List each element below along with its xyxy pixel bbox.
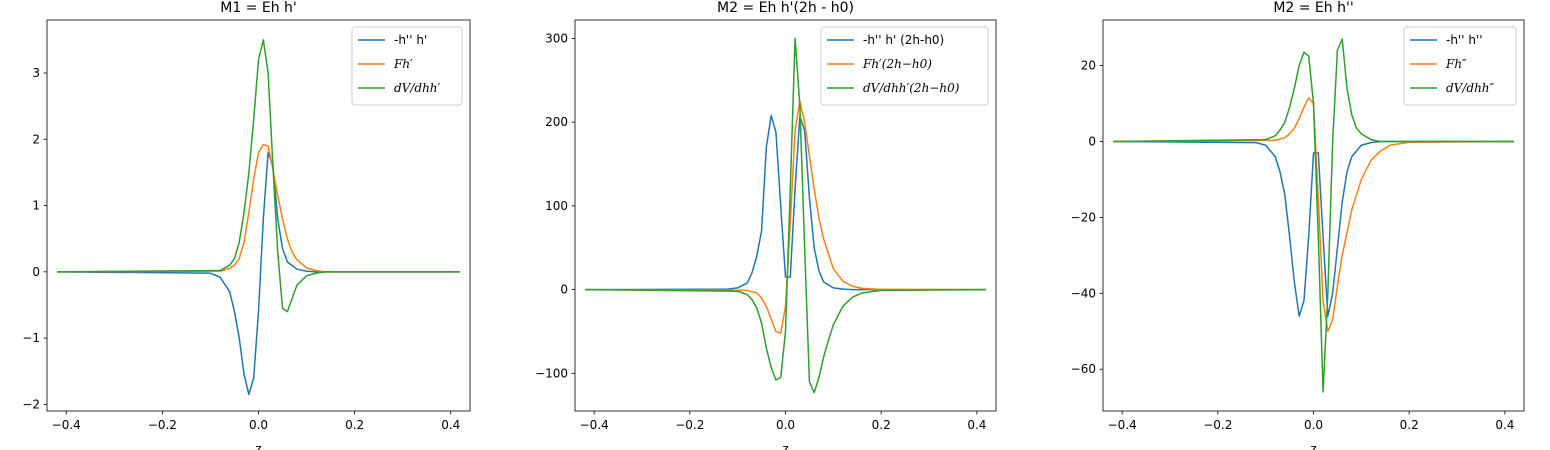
legend: -h'' h' (2h-h0) Fh′(2h−h0) dV/dhh′(2h−h0) xyxy=(820,26,989,106)
series-line-3 xyxy=(57,39,460,313)
x-axis-label: z xyxy=(255,442,261,450)
series-group xyxy=(1113,38,1514,393)
legend-label: dV/dhh″ xyxy=(1446,81,1495,95)
x-tick-label: −0.4 xyxy=(1108,418,1137,432)
y-tick-label: 0 xyxy=(32,265,40,279)
x-tick-label: 0.4 xyxy=(967,418,986,432)
chart-title: M2 = Eh h'' xyxy=(1273,0,1353,16)
series-line-1 xyxy=(1113,140,1514,317)
x-tick-label: 0.2 xyxy=(1400,418,1419,432)
y-tick-label: 2 xyxy=(32,132,40,146)
chart-panel-2: −0.4 −0.2 0.0 0.2 0.4 −100 0 100 200 300 M2 = Eh h… xyxy=(535,0,997,450)
chart-panel-1: −0.4 −0.2 0.0 0.2 0.4 −2 −1 0 1 2 3 M1 = Eh h' z -h''… xyxy=(22,0,471,450)
series-line-2 xyxy=(1113,97,1514,333)
y-tick-label: 0 xyxy=(1088,134,1096,148)
series-line-2 xyxy=(57,143,460,273)
legend-label: -h'' h' xyxy=(394,33,427,47)
legend-label: -h'' h' (2h-h0) xyxy=(863,33,944,47)
legend: -h'' h'' Fh″ dV/dhh″ xyxy=(1403,26,1517,106)
series-line-1 xyxy=(57,151,460,396)
y-tick-label: −1 xyxy=(22,331,40,345)
y-tick-label: 20 xyxy=(1081,59,1096,73)
x-tick-label: −0.2 xyxy=(148,418,177,432)
y-tick-label: 100 xyxy=(545,199,568,213)
y-tick-label: 300 xyxy=(545,31,568,45)
series-line-2 xyxy=(585,100,986,334)
legend-label: Fh′ xyxy=(393,57,413,71)
chart-title: M1 = Eh h' xyxy=(220,0,297,16)
series-line-3 xyxy=(1113,38,1514,393)
x-tick-label: −0.4 xyxy=(52,418,81,432)
y-tick-label: −20 xyxy=(1071,210,1096,224)
series-group xyxy=(57,39,460,396)
legend-label: Fh′(2h−h0) xyxy=(862,57,932,71)
y-tick-label: 3 xyxy=(32,66,40,80)
x-tick-label: −0.4 xyxy=(580,418,609,432)
y-tick-label: −40 xyxy=(1071,286,1096,300)
x-tick-label: 0.0 xyxy=(249,418,268,432)
y-tick-label: 200 xyxy=(545,115,568,129)
legend-box xyxy=(351,26,463,106)
series-group xyxy=(585,37,986,394)
x-tick-label: 0.0 xyxy=(776,418,795,432)
chart-title: M2 = Eh h'(2h - h0) xyxy=(717,0,854,16)
x-tick-label: −0.2 xyxy=(1203,418,1232,432)
legend-label: dV/dhh′ xyxy=(394,81,441,95)
x-axis-label: z xyxy=(1310,442,1316,450)
legend: -h'' h' Fh′ dV/dhh′ xyxy=(351,26,463,106)
chart-panel-3: −0.4 −0.2 0.0 0.2 0.4 −60 −40 −20 0 20 M2 = Eh h''… xyxy=(1071,0,1525,450)
y-tick-label: 1 xyxy=(32,199,40,213)
x-axis-label: z xyxy=(782,442,788,450)
x-tick-label: −0.2 xyxy=(675,418,704,432)
y-tick-label: 0 xyxy=(560,283,568,297)
x-tick-label: 0.4 xyxy=(1495,418,1514,432)
series-line-1 xyxy=(585,114,986,291)
legend-label: -h'' h'' xyxy=(1446,33,1483,47)
legend-box xyxy=(1403,26,1517,106)
x-tick-label: 0.2 xyxy=(345,418,364,432)
x-tick-label: 0.0 xyxy=(1304,418,1323,432)
legend-label: Fh″ xyxy=(1445,57,1467,71)
y-tick-label: −100 xyxy=(535,366,568,380)
y-tick-label: −60 xyxy=(1071,362,1096,376)
x-tick-label: 0.4 xyxy=(441,418,460,432)
x-tick-label: 0.2 xyxy=(872,418,891,432)
legend-box xyxy=(820,26,989,106)
series-line-3 xyxy=(585,37,986,394)
y-tick-label: −2 xyxy=(22,397,40,411)
legend-label: dV/dhh′(2h−h0) xyxy=(863,81,960,95)
